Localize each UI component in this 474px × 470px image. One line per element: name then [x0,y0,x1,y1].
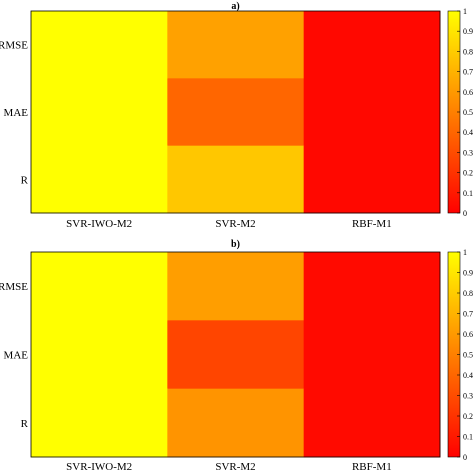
heatmap-cell [167,78,305,147]
heatmap-cell [167,388,305,458]
colorbar-tick-label: 0.7 [463,310,473,319]
heatmap-cell [167,145,305,214]
y-tick-label: R [21,418,29,430]
colorbar-tick-label: 0.3 [463,148,473,157]
colorbar-tick-label: 0.3 [463,392,473,401]
heatmap-cell [303,78,441,147]
heatmap-cell [303,145,441,214]
chart-title: b) [231,239,240,250]
y-tick-label: MAE [4,107,29,119]
y-tick-label: R [21,174,29,186]
colorbar-tick-label: 1 [463,7,467,16]
colorbar-tick-label: 0.5 [463,351,473,360]
x-tick-label: RBF-M1 [352,218,392,230]
colorbar-tick-label: 0.6 [463,330,473,339]
colorbar-tick-label: 0.1 [463,433,473,442]
y-tick-label: MAE [4,350,29,362]
heatmap-cell [31,388,168,458]
heatmap-cell [167,11,305,79]
y-tick-label: RMSE [0,281,28,293]
heatmap-cell [31,78,168,147]
colorbar-tick-label: 0.9 [463,269,473,278]
heatmap-cell [303,388,441,458]
colorbar-tick-label: 0.8 [463,289,473,298]
plot-frame [30,10,441,214]
colorbar-tick-label: 0 [463,453,467,462]
y-tick-label: RMSE [0,40,28,52]
colorbar-tick-label: 0.2 [463,412,473,421]
x-tick-label: SVR-M2 [215,218,255,230]
colorbar-tick-label: 0.6 [463,88,473,97]
colorbar-tick-label: 0.1 [463,189,473,198]
x-tick-label: RBF-M1 [352,461,392,470]
heatmap-cell [167,252,305,321]
colorbar-tick-label: 0.9 [463,27,473,36]
heatmap-cell [31,320,168,390]
colorbar-tick-label: 0.4 [463,371,473,380]
heatmap-cell [31,252,168,321]
heatmap-panel-1: b) SVR-IWO-M2 SVR-M2 RBF-M1 RMSE MAE R 0 0.1 0.2 0… [0,239,473,470]
x-tick-label: SVR-IWO-M2 [66,461,132,470]
heatmap-panel-0: a) SVR-IWO-M2 SVR-M2 RBF-M1 RMSE MAE R 0 0.1 0.2 0… [0,1,473,230]
colorbar-tick-label: 0.4 [463,128,473,137]
colorbar-tick-label: 0 [463,209,467,218]
heatmap-cell [303,11,441,79]
colorbar-tick-label: 0.7 [463,68,473,77]
heatmap-cell [303,320,441,390]
heatmap-cell [303,252,441,321]
colorbar-tick-label: 0.8 [463,47,473,56]
colorbar-tick-label: 1 [463,248,467,257]
colorbar-tick-label: 0.5 [463,108,473,117]
x-tick-label: SVR-M2 [215,461,255,470]
chart-title: a) [231,1,239,12]
plot-frame [30,251,441,458]
x-tick-label: SVR-IWO-M2 [66,218,132,230]
heatmap-cell [31,11,168,79]
colorbar-tick-label: 0.2 [463,169,473,178]
heatmap-cell [31,145,168,214]
heatmap-cell [167,320,305,390]
